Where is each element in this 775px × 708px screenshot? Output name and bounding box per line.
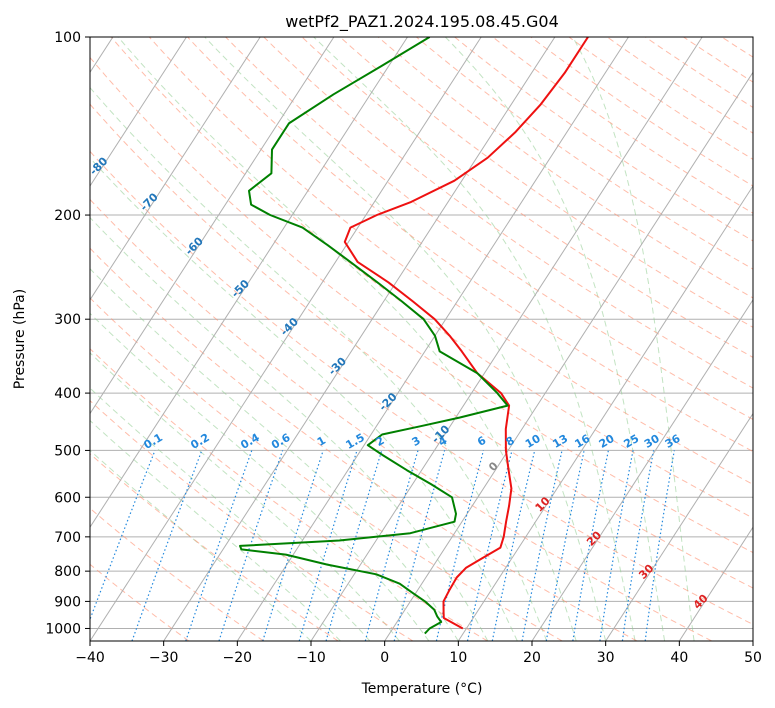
isotherm-line xyxy=(310,37,703,641)
mixing-ratio-line xyxy=(491,450,536,641)
x-tick-label: 30 xyxy=(597,650,615,666)
isotherm-line xyxy=(90,37,261,301)
y-axis-label: Pressure (hPa) xyxy=(12,289,28,389)
y-tick-label: 400 xyxy=(54,386,81,402)
moist-adiabat-line xyxy=(90,157,518,641)
moist-adiabat-line xyxy=(117,37,577,641)
dry-adiabat-line xyxy=(90,198,712,641)
mixing-ratio-line xyxy=(298,450,358,641)
y-tick-label: 800 xyxy=(54,564,81,580)
x-tick-label: 10 xyxy=(449,650,467,666)
mixing-ratio-line xyxy=(466,450,513,641)
x-tick-label: −20 xyxy=(223,650,253,666)
y-tick-label: 700 xyxy=(54,530,81,546)
isotherm-line xyxy=(605,412,753,641)
x-tick-label: −10 xyxy=(296,650,326,666)
dry-adiabat-line xyxy=(263,37,753,389)
moist-adiabat-line xyxy=(204,37,607,641)
isotherm-line xyxy=(531,298,753,641)
y-tick-label: 900 xyxy=(54,594,81,610)
dry-adiabat-line xyxy=(760,37,775,641)
dry-adiabat-line xyxy=(568,37,753,160)
dry-adiabat-line xyxy=(225,37,753,420)
x-axis: −40 −30 −20 −10 0 10 20 30 40 50 xyxy=(75,641,762,666)
dry-adiabat-line xyxy=(90,103,753,589)
mixing-ratio-line xyxy=(185,450,253,641)
mixing-ratio-line xyxy=(393,450,446,641)
moist-adiabat-line xyxy=(90,86,548,641)
mixing-ratio-line xyxy=(545,450,585,641)
y-tick-label: 1000 xyxy=(45,621,81,637)
plot-area: 0.1 0.2 0.4 0.6 1 1.5 2 3 4 6 8 10 13 16 20 25 30 36-100-… xyxy=(0,37,775,641)
y-tick-label: 300 xyxy=(54,312,81,328)
isotherm-label: -90 xyxy=(40,113,63,136)
dry-adiabat-line xyxy=(90,453,339,641)
isotherm-line xyxy=(90,37,408,529)
chart-title: wetPf2_PAZ1.2024.195.08.45.G04 xyxy=(285,12,559,32)
dry-adiabat-line xyxy=(110,37,753,519)
y-tick-label: 100 xyxy=(54,30,81,46)
y-tick-label: 500 xyxy=(54,443,81,459)
dry-adiabat-line xyxy=(339,37,753,328)
dry-adiabat-line xyxy=(187,37,753,453)
isotherm-line xyxy=(457,185,753,641)
plot-frame xyxy=(89,36,754,642)
mixing-ratio-line xyxy=(572,450,609,641)
isotherm-line xyxy=(678,526,753,641)
y-tick-label: 200 xyxy=(54,208,81,224)
x-tick-label: −30 xyxy=(149,650,179,666)
dry-adiabat-line xyxy=(90,297,563,641)
mixing-ratio-line xyxy=(621,450,655,641)
mixing-ratio-line xyxy=(599,450,634,641)
isotherm-line xyxy=(384,71,753,641)
mixing-ratio-line xyxy=(325,450,383,641)
moist-adiabat-line xyxy=(90,312,430,641)
x-tick-label: 40 xyxy=(670,650,688,666)
isotherm-line xyxy=(236,37,629,641)
moist-adiabat-line xyxy=(90,352,400,641)
x-tick-label: 50 xyxy=(744,650,762,666)
isotherm-line xyxy=(90,37,482,641)
x-tick-label: −40 xyxy=(75,650,105,666)
mixing-ratio-line xyxy=(364,450,419,641)
x-tick-label: 0 xyxy=(380,650,389,666)
mixing-ratio-line xyxy=(131,450,203,641)
mixing-ratio-line xyxy=(262,450,324,641)
moist-adiabat-line xyxy=(572,37,695,641)
dewpoint-profile-line xyxy=(239,37,509,635)
moist-adiabat-line xyxy=(90,268,459,641)
dry-adiabat-line xyxy=(301,37,753,358)
isotherm-label: -100 xyxy=(0,75,15,104)
isotherm-line xyxy=(752,640,753,641)
temperature-profile-line xyxy=(343,37,589,630)
dry-adiabat-line xyxy=(90,400,414,641)
y-axis: 100 200 300 400 500 600 700 800 900 1000 xyxy=(45,30,90,637)
x-axis-label: Temperature (°C) xyxy=(361,681,483,697)
mixing-ratio-line xyxy=(521,450,563,641)
moist-adiabat-line xyxy=(444,37,666,641)
moist-adiabat-line xyxy=(313,37,636,641)
x-tick-label: 20 xyxy=(523,650,541,666)
mixing-ratio-line xyxy=(644,450,675,641)
dry-adiabat-line xyxy=(90,56,753,554)
isotherm-line xyxy=(90,37,187,187)
y-tick-label: 600 xyxy=(54,490,81,506)
plot-background xyxy=(90,37,753,641)
isotherm-line xyxy=(163,37,556,641)
dry-adiabat-line xyxy=(530,37,753,187)
dry-adiabat-line xyxy=(90,150,753,625)
isotherm-line xyxy=(90,37,335,415)
dry-adiabat-line xyxy=(90,247,638,641)
